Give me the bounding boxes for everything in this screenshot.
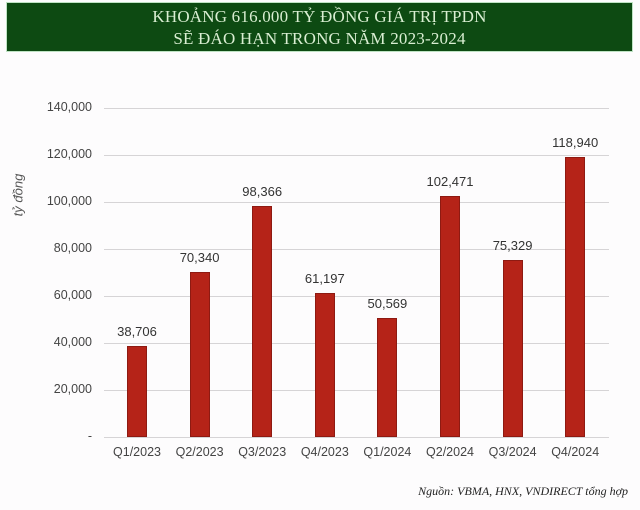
title-banner: KHOẢNG 616.000 TỶ ĐỒNG GIÁ TRỊ TPDN SẼ Đ… — [6, 2, 633, 52]
gridline — [104, 296, 609, 297]
y-tick-label: - — [87, 429, 92, 443]
bar-q3-2023 — [252, 205, 273, 437]
gridline — [104, 343, 609, 344]
gridline — [104, 437, 609, 438]
y-tick-label: 60,000 — [53, 288, 92, 302]
bar-q1-2024 — [377, 318, 398, 437]
value-label: 102,471 — [426, 174, 474, 190]
x-tick-label: Q4/2024 — [551, 445, 600, 459]
y-tick-label: 100,000 — [46, 194, 92, 208]
bar-q3-2024 — [502, 259, 523, 437]
x-tick-label: Q3/2023 — [238, 445, 287, 459]
chart-title-line-1: KHOẢNG 616.000 TỶ ĐỒNG GIÁ TRỊ TPDN — [152, 7, 487, 26]
x-tick-label: Q1/2024 — [363, 445, 412, 459]
y-tick-label: 120,000 — [46, 147, 92, 161]
source-note: Nguồn: VBMA, HNX, VNDIRECT tổng hợp — [418, 484, 628, 498]
y-tick-label: 140,000 — [46, 100, 92, 114]
value-label: 50,569 — [367, 296, 408, 312]
y-tick-label: 20,000 — [53, 382, 92, 396]
value-label: 98,366 — [242, 183, 283, 199]
x-tick-label: Q3/2024 — [488, 445, 537, 459]
gridline — [104, 249, 609, 250]
bar-q4-2024 — [565, 157, 586, 437]
x-tick-label: Q2/2023 — [175, 445, 224, 459]
gridline — [104, 155, 609, 156]
gridline — [104, 202, 609, 203]
x-tick-label: Q2/2024 — [426, 445, 474, 459]
chart-title-line-2: SẼ ĐÁO HẠN TRONG NĂM 2023-2024 — [173, 29, 466, 48]
bar-q2-2024 — [440, 196, 460, 437]
bar-q2-2023 — [189, 271, 210, 437]
bar-q1-2023 — [127, 346, 147, 437]
value-label: 75,329 — [492, 237, 533, 253]
y-tick-label: 80,000 — [53, 241, 92, 255]
y-tick-label: 40,000 — [53, 335, 92, 349]
value-label: 70,340 — [179, 249, 220, 265]
x-tick-label: Q1/2023 — [113, 445, 161, 459]
x-tick-label: Q4/2023 — [300, 445, 349, 459]
value-label: 118,940 — [552, 135, 599, 151]
bar-q4-2023 — [314, 293, 335, 437]
value-label: 38,706 — [117, 324, 157, 340]
gridline — [104, 390, 609, 391]
value-label: 61,197 — [304, 271, 345, 287]
gridline — [104, 108, 609, 109]
